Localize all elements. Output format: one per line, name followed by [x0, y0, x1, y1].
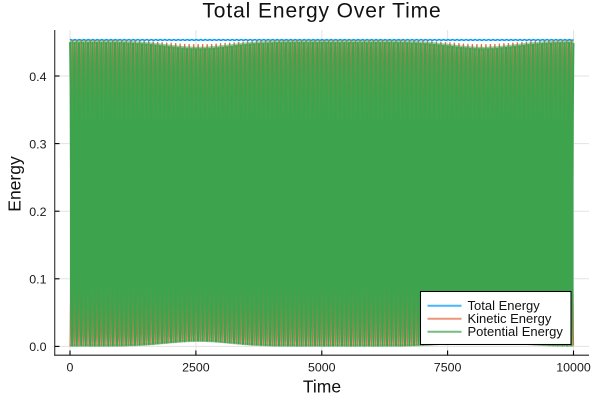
svg-text:0: 0: [67, 361, 74, 375]
svg-text:0.0: 0.0: [29, 340, 46, 354]
svg-text:5000: 5000: [308, 361, 336, 375]
svg-text:Time: Time: [303, 376, 341, 396]
svg-text:Total Energy: Total Energy: [468, 298, 541, 313]
svg-text:0.1: 0.1: [29, 273, 46, 287]
svg-text:Potential Energy: Potential Energy: [468, 324, 564, 339]
svg-text:Energy: Energy: [5, 156, 25, 212]
svg-text:Total Energy Over Time: Total Energy Over Time: [202, 0, 441, 23]
svg-text:Kinetic Energy: Kinetic Energy: [468, 311, 552, 326]
svg-text:2500: 2500: [182, 361, 210, 375]
svg-text:7500: 7500: [434, 361, 462, 375]
svg-text:0.3: 0.3: [29, 137, 46, 151]
svg-text:0.4: 0.4: [29, 70, 46, 84]
svg-text:0.2: 0.2: [29, 205, 46, 219]
svg-text:10000: 10000: [556, 361, 591, 375]
